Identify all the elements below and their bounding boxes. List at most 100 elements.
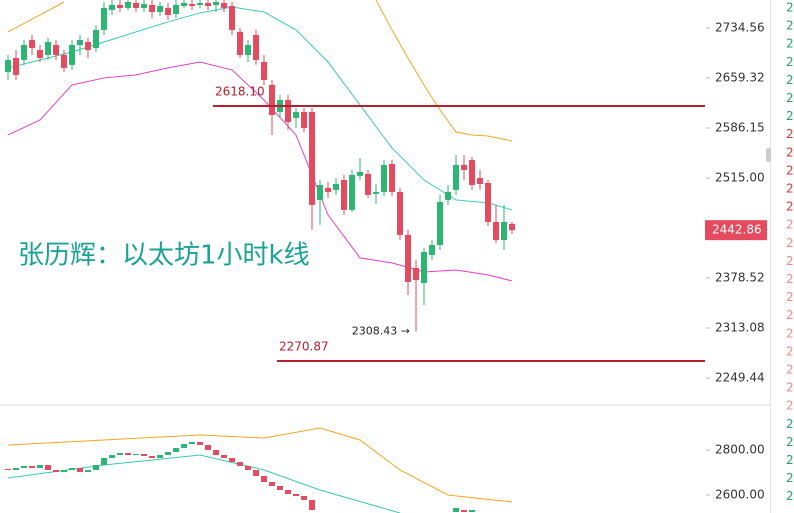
candle-body — [149, 4, 155, 12]
cut-off-quote: 2 — [786, 471, 794, 485]
candle-body — [157, 5, 163, 12]
candle-body — [29, 39, 35, 48]
cut-off-quote: 2 — [786, 127, 794, 141]
candle-body — [381, 164, 387, 192]
y-tick-label: 2600.00 — [715, 488, 765, 502]
candle-body — [141, 4, 147, 8]
candle-body — [181, 2, 187, 6]
cut-off-quote: 2 — [786, 453, 794, 467]
candle-body — [261, 61, 267, 80]
candle-body — [149, 456, 155, 459]
candle-body — [405, 234, 411, 283]
candle-body — [293, 494, 299, 496]
candle-body — [269, 481, 275, 486]
candle-body — [5, 59, 11, 72]
cut-off-quote: 2 — [786, 254, 794, 268]
cut-off-quote: 2 — [786, 435, 794, 449]
candle-body — [5, 468, 11, 471]
candle-body — [349, 174, 355, 210]
cut-off-quote: 2 — [786, 290, 794, 304]
cut-off-quote: 2 — [786, 37, 794, 51]
candle-body — [13, 468, 19, 471]
cut-off-quote: 2 — [786, 308, 794, 322]
candle-body — [101, 7, 107, 30]
price-level-label: 2270.87 — [279, 340, 329, 354]
candle-body — [213, 450, 219, 455]
candle-body — [389, 164, 395, 192]
cut-off-quote: 2 — [786, 399, 794, 413]
scroll-handle[interactable] — [766, 148, 771, 162]
indicator-line — [7, 454, 401, 513]
candle-body — [429, 245, 435, 255]
y-tick-label: 2800.00 — [715, 443, 765, 457]
candle-body — [21, 45, 27, 60]
candle-body — [45, 465, 51, 471]
candle-body — [421, 251, 427, 283]
candle-body — [189, 4, 195, 6]
candle-body — [93, 29, 99, 48]
cut-off-quote: 2 — [786, 19, 794, 33]
candle-body — [445, 191, 451, 200]
candle-body — [189, 441, 195, 444]
candle-body — [101, 458, 107, 466]
candle-body — [61, 54, 67, 68]
candle-body — [221, 454, 227, 459]
y-tick-label: 2249.44 — [715, 370, 765, 384]
y-tick-label: 2659.32 — [715, 70, 765, 84]
candle-body — [221, 2, 227, 8]
cut-off-quote: 2 — [786, 236, 794, 250]
candle-body — [413, 267, 419, 280]
candle-body — [77, 39, 83, 46]
candle-body — [501, 221, 507, 240]
candle-body — [173, 4, 179, 14]
candle-body — [117, 452, 123, 455]
candle-body — [309, 111, 315, 205]
cut-off-quote: 2 — [786, 344, 794, 358]
last-price-box — [705, 220, 767, 241]
candle-body — [373, 191, 379, 194]
candle-body — [205, 2, 211, 6]
indicator-line — [7, 61, 513, 282]
candle-body — [485, 182, 491, 222]
cut-off-quote: 2 — [786, 200, 794, 214]
candle-body — [229, 458, 235, 462]
cut-off-quote: 2 — [786, 55, 794, 69]
candle-body — [237, 461, 243, 466]
overlay-title: 张历辉：以太坊1小时k线 — [18, 241, 310, 271]
cut-off-quote: 2 — [786, 489, 794, 503]
candle-body — [29, 465, 35, 468]
candle-body — [453, 508, 459, 513]
y-tick-label: 2586.15 — [715, 120, 765, 134]
candle-body — [45, 41, 51, 55]
candle-body — [181, 443, 187, 448]
candle-body — [301, 495, 307, 500]
candle-body — [261, 476, 267, 482]
candle-body — [341, 179, 347, 210]
candle-body — [357, 171, 363, 176]
candle-body — [157, 454, 163, 459]
candle-body — [253, 470, 259, 477]
candle-body — [165, 452, 171, 455]
cut-off-quote: 2 — [786, 218, 794, 232]
candle-body — [477, 177, 483, 184]
candle-body — [125, 2, 131, 8]
candle-body — [237, 31, 243, 55]
candle-body — [69, 45, 75, 65]
candle-body — [453, 164, 459, 190]
candle-body — [437, 201, 443, 246]
candle-body — [69, 468, 75, 471]
cut-off-quote: 2 — [786, 182, 794, 196]
candle-body — [285, 99, 291, 123]
candle-body — [13, 57, 19, 75]
candle-body — [77, 468, 83, 473]
candle-body — [317, 184, 323, 200]
candle-body — [461, 164, 467, 170]
candle-body — [245, 45, 251, 55]
cut-off-quote: 2 — [786, 1, 794, 15]
candle-body — [301, 111, 307, 128]
cut-off-quote: 2 — [786, 109, 794, 123]
cut-off-quote: 2 — [786, 163, 794, 177]
cut-off-quote: 2 — [786, 417, 794, 431]
candle-body — [309, 499, 315, 511]
candle-body — [109, 4, 115, 10]
